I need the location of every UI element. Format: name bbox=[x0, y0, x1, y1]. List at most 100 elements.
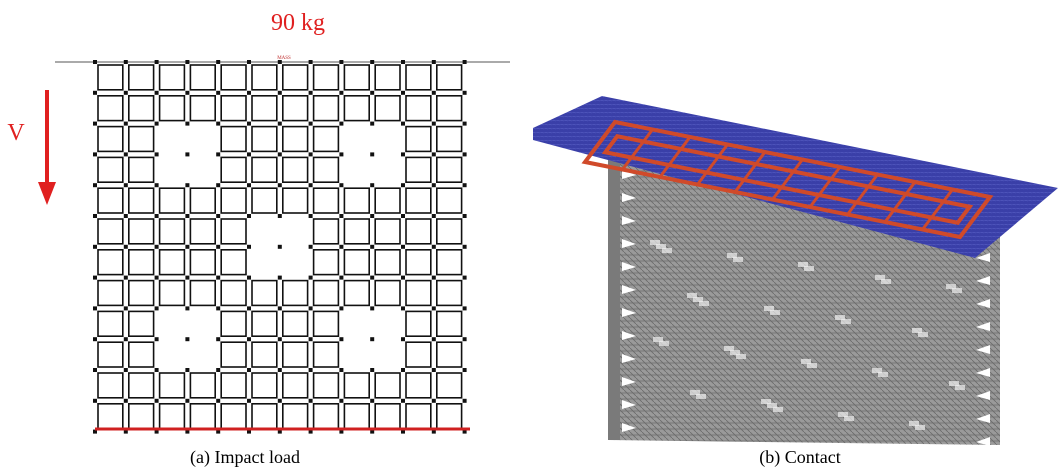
lattice-cell bbox=[437, 157, 462, 182]
lattice-cell bbox=[98, 65, 123, 90]
joint bbox=[918, 332, 928, 337]
joint bbox=[733, 257, 743, 262]
lattice-node bbox=[155, 183, 159, 187]
lattice-node bbox=[124, 214, 128, 218]
lattice-cell bbox=[160, 188, 185, 213]
lattice-node bbox=[93, 183, 97, 187]
lattice-node bbox=[463, 122, 467, 126]
lattice-cell bbox=[190, 65, 215, 90]
lattice-node bbox=[370, 152, 374, 156]
lattice-cell bbox=[98, 311, 123, 336]
lattice-node bbox=[309, 276, 313, 280]
lattice-node bbox=[339, 276, 343, 280]
lattice-cell bbox=[221, 127, 246, 152]
lattice-cell bbox=[344, 96, 369, 121]
lattice-cell bbox=[437, 281, 462, 306]
lattice-node bbox=[216, 122, 220, 126]
lattice-cell bbox=[160, 281, 185, 306]
lattice-node bbox=[432, 368, 436, 372]
lattice-cell bbox=[221, 250, 246, 275]
lattice-node bbox=[370, 60, 374, 64]
lattice-node bbox=[432, 60, 436, 64]
lattice-node bbox=[185, 152, 189, 156]
lattice-cell bbox=[190, 373, 215, 398]
lattice-node bbox=[309, 122, 313, 126]
lattice-cell bbox=[98, 157, 123, 182]
lattice-cell bbox=[221, 188, 246, 213]
lattice-cell bbox=[98, 127, 123, 152]
lattice-node bbox=[155, 152, 159, 156]
lattice-cell bbox=[344, 65, 369, 90]
lattice-node bbox=[155, 91, 159, 95]
lattice-node bbox=[124, 91, 128, 95]
lattice-node bbox=[463, 276, 467, 280]
lattice-node bbox=[155, 337, 159, 341]
lattice-cell bbox=[252, 127, 277, 152]
lattice-node bbox=[401, 60, 405, 64]
lattice-cell bbox=[190, 250, 215, 275]
lattice-cell bbox=[190, 219, 215, 244]
lattice-cell bbox=[252, 157, 277, 182]
lattice-node bbox=[93, 276, 97, 280]
lattice-node bbox=[124, 399, 128, 403]
lattice-node bbox=[370, 91, 374, 95]
lattice-node bbox=[216, 368, 220, 372]
lattice-cell bbox=[283, 65, 308, 90]
lattice-cell bbox=[129, 281, 154, 306]
lattice-cell bbox=[221, 219, 246, 244]
lattice-node bbox=[93, 152, 97, 156]
lattice-node bbox=[401, 276, 405, 280]
lattice-node bbox=[185, 368, 189, 372]
lattice-node bbox=[401, 245, 405, 249]
lattice-node bbox=[309, 337, 313, 341]
lattice-cell bbox=[375, 188, 400, 213]
lattice-node bbox=[124, 183, 128, 187]
lattice-cell bbox=[375, 373, 400, 398]
lattice-cell bbox=[190, 281, 215, 306]
caption: (a) Impact load bbox=[190, 447, 300, 468]
lattice-node bbox=[93, 399, 97, 403]
lattice-cell bbox=[437, 311, 462, 336]
lattice-node bbox=[463, 337, 467, 341]
lattice-cell bbox=[160, 219, 185, 244]
lattice-node bbox=[93, 306, 97, 310]
joint bbox=[952, 288, 962, 293]
lattice-cell bbox=[344, 250, 369, 275]
lattice-cell bbox=[98, 96, 123, 121]
lattice-cell bbox=[314, 281, 339, 306]
lattice-node bbox=[247, 337, 251, 341]
lattice-cell bbox=[406, 250, 431, 275]
lattice-cell bbox=[406, 311, 431, 336]
lattice-node bbox=[247, 245, 251, 249]
lattice-node bbox=[432, 152, 436, 156]
lattice-cell bbox=[437, 342, 462, 367]
lattice-cell bbox=[314, 404, 339, 429]
lattice-cell bbox=[406, 188, 431, 213]
lattice-node bbox=[247, 306, 251, 310]
lattice-cell bbox=[190, 404, 215, 429]
lattice-cell bbox=[252, 281, 277, 306]
lattice-node bbox=[309, 368, 313, 372]
lattice-node bbox=[278, 60, 282, 64]
lattice-cell bbox=[437, 127, 462, 152]
lattice-cell bbox=[406, 157, 431, 182]
lattice-node bbox=[278, 245, 282, 249]
lattice-cell bbox=[190, 96, 215, 121]
lattice-node bbox=[370, 214, 374, 218]
lattice-node bbox=[432, 276, 436, 280]
lattice-cell bbox=[283, 157, 308, 182]
lattice-cell bbox=[252, 188, 277, 213]
lattice-node bbox=[463, 368, 467, 372]
lattice-cell bbox=[406, 373, 431, 398]
lattice-node bbox=[339, 399, 343, 403]
lattice-cell bbox=[406, 96, 431, 121]
lattice-node bbox=[216, 399, 220, 403]
lattice-cell bbox=[344, 404, 369, 429]
lattice-node bbox=[370, 306, 374, 310]
lattice-cell bbox=[283, 342, 308, 367]
lattice-cell bbox=[98, 250, 123, 275]
lattice-cell bbox=[314, 250, 339, 275]
lattice-cell bbox=[406, 404, 431, 429]
lattice-cell bbox=[375, 250, 400, 275]
lattice-node bbox=[93, 60, 97, 64]
